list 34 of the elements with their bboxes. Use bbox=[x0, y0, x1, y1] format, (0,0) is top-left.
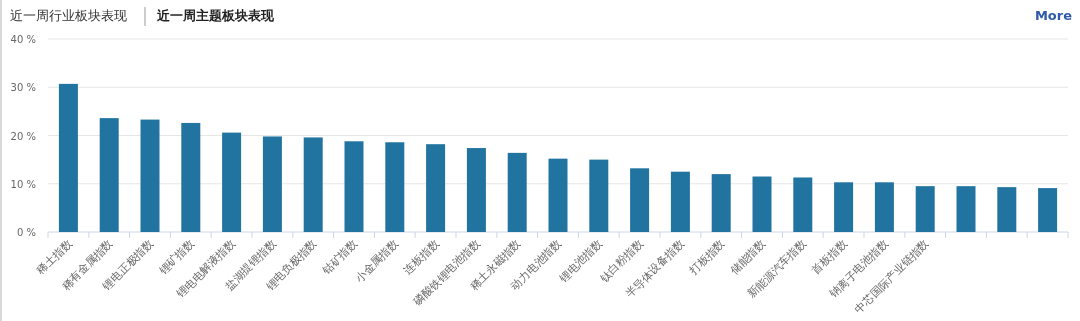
bar bbox=[181, 122, 201, 232]
bar bbox=[222, 132, 242, 232]
bar bbox=[874, 182, 894, 232]
bar bbox=[793, 177, 813, 232]
bar bbox=[997, 187, 1017, 232]
bar bbox=[303, 137, 323, 232]
bar bbox=[426, 144, 446, 232]
x-tick-label: 打板指数 bbox=[686, 236, 728, 278]
y-tick-label: 40 % bbox=[10, 34, 36, 45]
bar bbox=[956, 186, 976, 232]
bar bbox=[1038, 188, 1058, 232]
y-tick-label: 20 % bbox=[10, 130, 36, 142]
chart-subtitle: 近一周行业板块表现 bbox=[10, 8, 127, 23]
y-tick-label: 0 % bbox=[16, 227, 36, 238]
bar bbox=[630, 168, 650, 232]
bar bbox=[344, 141, 364, 232]
bar bbox=[262, 136, 282, 232]
bar bbox=[140, 119, 160, 232]
bar bbox=[834, 182, 854, 232]
y-tick-label: 10 % bbox=[10, 178, 36, 190]
bar bbox=[670, 171, 690, 232]
text: More bbox=[1034, 8, 1073, 23]
bar bbox=[589, 159, 609, 232]
bar bbox=[915, 186, 935, 232]
bar bbox=[385, 142, 405, 232]
bar bbox=[752, 176, 772, 232]
bar bbox=[507, 152, 527, 232]
bar bbox=[711, 174, 731, 232]
y-tick-label: 30 % bbox=[10, 82, 36, 94]
bar bbox=[58, 83, 78, 232]
bar bbox=[548, 158, 568, 232]
bar bbox=[99, 118, 119, 232]
chart-title: 近一周主题板块表现 bbox=[156, 8, 275, 23]
bar bbox=[466, 148, 486, 232]
